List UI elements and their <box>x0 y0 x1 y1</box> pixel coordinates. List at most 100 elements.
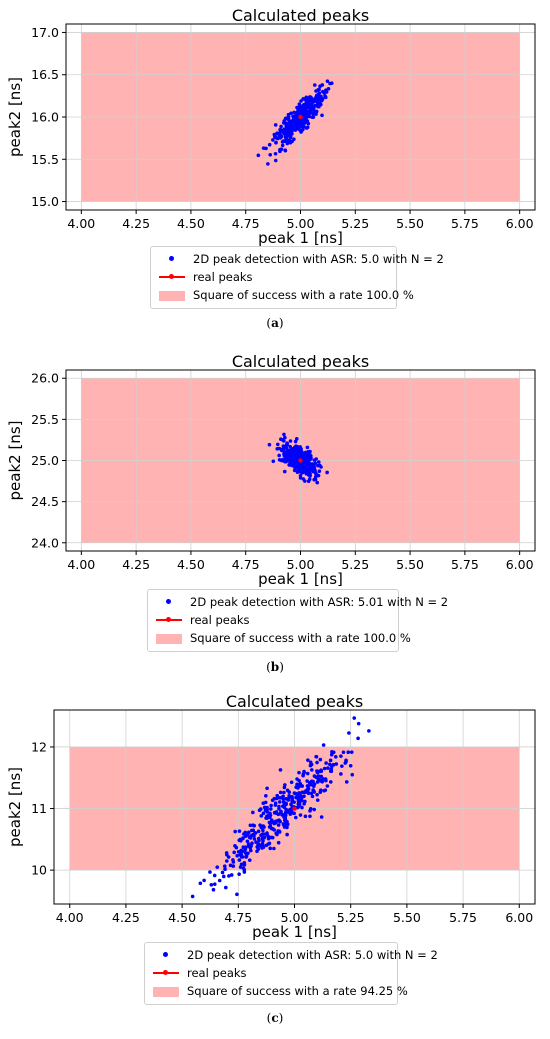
scatter-point <box>289 802 293 807</box>
scatter-point <box>320 113 324 118</box>
scatter-point <box>281 822 286 826</box>
scatter-point <box>268 824 273 829</box>
x-tick-label: 5.00 <box>287 557 315 572</box>
scatter-point <box>326 766 330 770</box>
scatter-point <box>277 807 281 811</box>
y-tick-label: 24.0 <box>31 535 59 550</box>
scatter-point <box>276 840 281 845</box>
x-tick-label: 4.25 <box>112 910 140 925</box>
scatter-point <box>308 105 312 110</box>
scatter-point <box>284 810 288 815</box>
scatter-points <box>256 79 334 166</box>
scatter-point <box>272 132 277 137</box>
scatter-point <box>294 120 298 125</box>
scatter-point <box>304 96 309 100</box>
legend-c: 2D peak detection with ASR: 5.0 with N =… <box>144 942 438 1005</box>
scatter-point <box>315 760 319 765</box>
scatter-point <box>305 462 309 467</box>
scatter-point <box>242 832 246 836</box>
scatter-point <box>266 836 271 841</box>
scatter-point <box>302 479 307 483</box>
scatter-point <box>314 89 318 93</box>
legend-label: Square of success with a rate 94.25 % <box>187 984 408 998</box>
scatter-point <box>323 777 328 781</box>
real-peak-point <box>298 114 303 120</box>
scatter-point <box>285 442 290 447</box>
scatter-point <box>318 757 323 762</box>
scatter-point <box>235 892 239 897</box>
scatter-point <box>294 785 298 789</box>
scatter-point <box>299 446 303 451</box>
legend-entry-real-peaks: real peaks <box>159 268 388 286</box>
scatter-point <box>272 846 276 851</box>
scatter-point <box>268 846 273 851</box>
scatter-point <box>305 784 310 788</box>
scatter-point <box>300 467 305 471</box>
scatter-point <box>272 796 277 801</box>
scatter-point <box>239 848 244 853</box>
x-tick-label: 6.00 <box>506 216 534 231</box>
scatter-point <box>301 97 306 101</box>
scatter-point <box>308 814 312 819</box>
scatter-point <box>315 480 320 485</box>
scatter-point <box>313 96 318 101</box>
scatter-point <box>308 110 313 115</box>
x-tick-label: 4.00 <box>67 216 95 231</box>
scatter-point <box>347 731 351 735</box>
scatter-point <box>284 454 289 459</box>
scatter-point <box>281 797 286 801</box>
scatter-point <box>308 781 312 785</box>
scatter-point <box>282 469 287 474</box>
scatter-point <box>283 116 288 121</box>
scatter-point <box>278 129 283 134</box>
scatter-point <box>259 814 264 818</box>
scatter-point <box>300 790 305 795</box>
scatter-point <box>315 769 319 773</box>
scatter-point <box>237 858 242 862</box>
scatter-point <box>322 766 327 771</box>
scatter-point <box>294 437 299 441</box>
scatter-point <box>277 133 281 137</box>
scatter-point <box>303 106 307 111</box>
scatter-point <box>211 887 216 892</box>
y-tick-label: 11 <box>31 801 47 816</box>
y-tick-label: 25.0 <box>31 453 59 468</box>
scatter-point <box>278 149 282 154</box>
scatter-point <box>356 736 360 741</box>
scatter-point <box>248 823 253 828</box>
scatter-point <box>281 447 286 452</box>
scatter-point <box>285 788 290 793</box>
scatter-point <box>297 102 302 107</box>
scatter-point <box>285 822 290 826</box>
y-tick-label: 10 <box>31 863 47 878</box>
y-axis-label: peak2 [ns] <box>6 77 24 157</box>
scatter-point <box>286 449 291 453</box>
scatter-point <box>320 97 325 101</box>
scatter-point <box>235 853 239 858</box>
pink-square-icon <box>156 633 182 644</box>
scatter-point <box>223 867 227 871</box>
x-axis-label: peak 1 [ns] <box>258 570 343 588</box>
x-tick-label: 4.75 <box>232 216 260 231</box>
scatter-point <box>287 795 292 799</box>
scatter-point <box>288 444 292 449</box>
scatter-point <box>274 140 278 145</box>
scatter-point <box>281 800 286 804</box>
scatter-point <box>331 750 336 755</box>
x-tick-label: 6.00 <box>506 557 534 572</box>
scatter-point <box>316 473 321 478</box>
scatter-point <box>320 89 325 94</box>
scatter-point <box>273 801 278 805</box>
x-tick-label: 6.00 <box>505 910 533 925</box>
scatter-point <box>352 716 357 720</box>
scatter-point <box>313 461 318 466</box>
scatter-point <box>246 842 251 846</box>
scatter-point <box>249 848 253 853</box>
scatter-point <box>242 867 247 872</box>
scatter-point <box>314 755 319 759</box>
scatter-point <box>319 774 324 779</box>
scatter-point <box>266 842 271 846</box>
scatter-point <box>261 828 265 833</box>
x-tick-label: 5.50 <box>393 910 421 925</box>
x-tick-label: 4.50 <box>177 557 205 572</box>
